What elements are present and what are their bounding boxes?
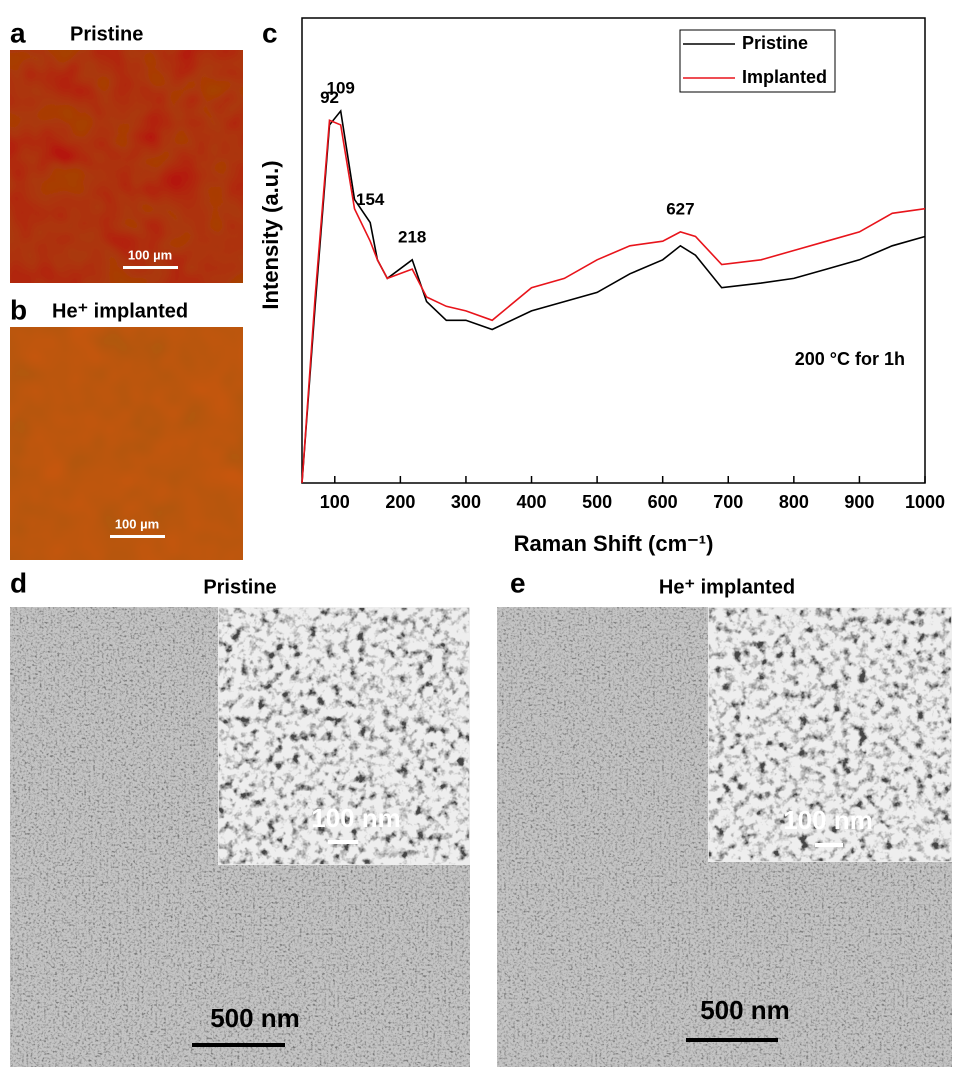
legend-label: Implanted: [742, 67, 827, 87]
peak-label: 627: [666, 199, 694, 218]
x-tick-label: 600: [648, 492, 678, 512]
scale-bar: [123, 266, 178, 269]
y-axis-title: Intensity (a.u.): [258, 160, 283, 309]
panel-title: He⁺ implanted: [659, 576, 795, 598]
annotation: 200 °C for 1h: [795, 349, 905, 369]
panel-title: He⁺ implanted: [52, 300, 188, 322]
panel-label: a: [10, 17, 26, 48]
x-tick-label: 200: [385, 492, 415, 512]
x-tick-label: 100: [320, 492, 350, 512]
scale-bar: [192, 1043, 285, 1047]
x-tick-label: 800: [779, 492, 809, 512]
peak-label: 109: [327, 78, 355, 97]
x-tick-label: 300: [451, 492, 481, 512]
panel-label: e: [510, 567, 526, 598]
scale-bar: [815, 843, 843, 847]
x-tick-label: 500: [582, 492, 612, 512]
x-tick-label: 900: [844, 492, 874, 512]
x-tick-label: 1000: [905, 492, 945, 512]
scale-bar: [686, 1038, 778, 1042]
peak-label: 218: [398, 227, 426, 246]
scale-bar: [328, 840, 358, 844]
panel-label: d: [10, 567, 27, 598]
panel-label: b: [10, 294, 27, 325]
legend-label: Pristine: [742, 33, 808, 53]
x-tick-label: 400: [517, 492, 547, 512]
panel-label: c: [262, 17, 278, 48]
x-axis-title: Raman Shift (cm⁻¹): [514, 531, 714, 556]
scale-bar: [110, 535, 165, 538]
series-line: [302, 111, 925, 483]
panel-title: Pristine: [203, 576, 276, 598]
inset-scale-label: 100 nm: [783, 805, 873, 835]
figure: a Pristine 100 µm b He⁺ implanted 100 µm…: [0, 0, 955, 1073]
series-line: [302, 120, 925, 483]
raman-chart: 100 200 300 400 500 600 700 800 900 1000 Raman Shi…: [258, 18, 945, 556]
scale-label: 100 µm: [128, 247, 172, 262]
optical-image: [10, 50, 243, 283]
scale-label: 500 nm: [700, 995, 790, 1025]
panel-title: Pristine: [70, 23, 143, 45]
scale-label: 500 nm: [210, 1003, 300, 1033]
scale-label: 100 µm: [115, 516, 159, 531]
peak-label: 154: [356, 190, 385, 209]
inset-scale-label: 100 nm: [311, 803, 401, 833]
x-tick-label: 700: [713, 492, 743, 512]
